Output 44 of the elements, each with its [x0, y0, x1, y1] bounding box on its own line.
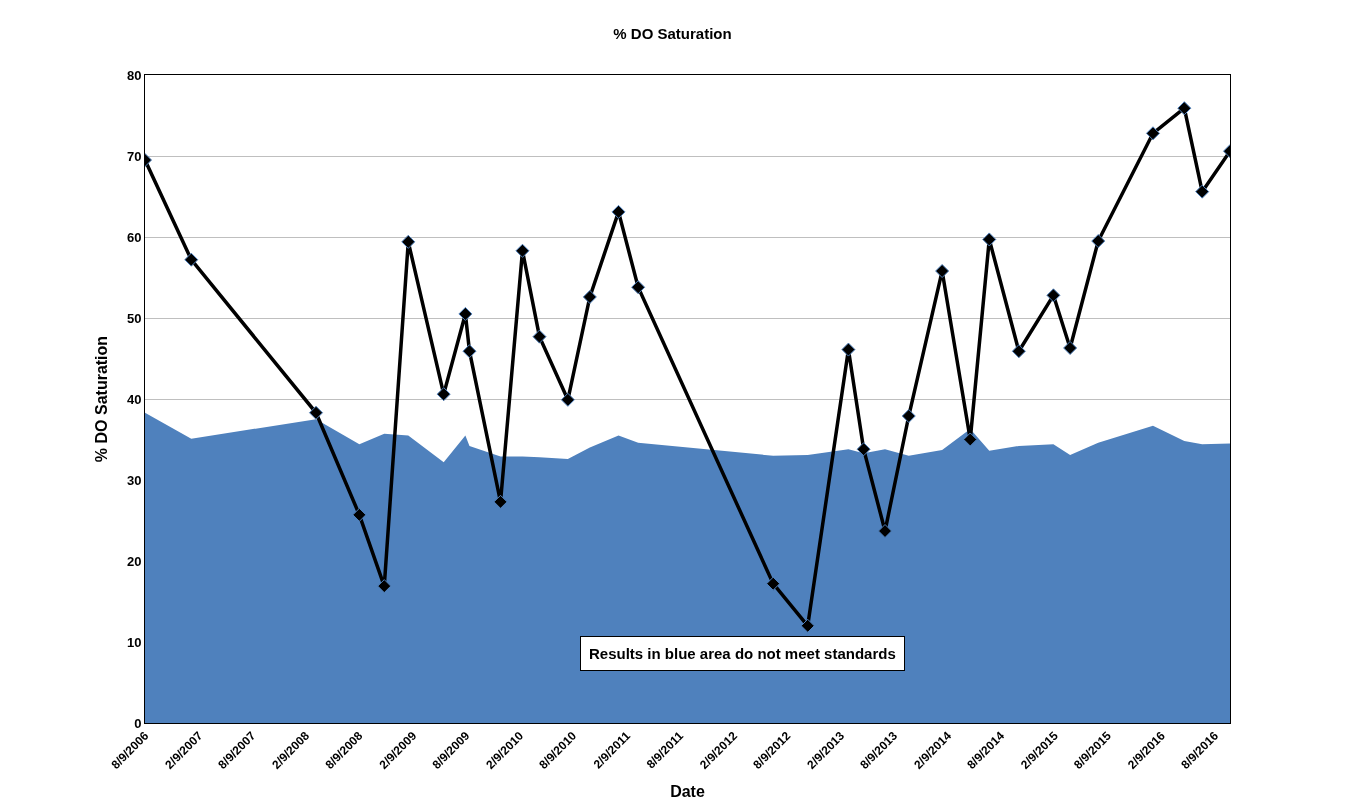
y-axis-title: % DO Saturation — [92, 335, 110, 463]
y-tick-label: 70 — [126, 148, 142, 164]
point — [878, 524, 893, 539]
x-axis-title: Date — [670, 783, 705, 801]
point — [841, 342, 856, 357]
point — [901, 409, 916, 424]
y-tick-label: 0 — [134, 715, 142, 731]
point — [462, 344, 477, 359]
point — [766, 576, 781, 591]
point — [935, 264, 950, 279]
point — [1195, 184, 1210, 199]
y-tick-label: 80 — [126, 67, 142, 83]
point — [309, 405, 324, 420]
point — [1063, 340, 1078, 355]
y-tick-label: 40 — [126, 391, 142, 407]
y-tick-label: 60 — [126, 229, 142, 245]
y-tick-label: 20 — [126, 553, 142, 569]
point — [982, 232, 997, 247]
point — [377, 579, 392, 594]
point — [963, 432, 978, 447]
y-tick-label: 10 — [126, 634, 142, 650]
point — [1145, 126, 1160, 141]
point — [1011, 344, 1026, 359]
point — [611, 204, 626, 219]
y-tick-label: 50 — [126, 310, 142, 326]
annotation: Results in blue area do not meet standards — [589, 645, 896, 662]
point — [856, 442, 871, 457]
point — [631, 280, 646, 295]
point — [1091, 234, 1106, 249]
point — [800, 618, 815, 633]
point — [352, 507, 367, 522]
point — [582, 289, 597, 304]
chart-title: % DO Saturation — [613, 24, 732, 42]
point — [493, 494, 508, 509]
point — [401, 234, 416, 249]
point — [436, 387, 451, 402]
point — [458, 306, 473, 321]
point — [184, 252, 199, 267]
point — [1046, 288, 1061, 303]
point — [560, 392, 575, 407]
y-tick-label: 30 — [126, 472, 142, 488]
point — [1177, 101, 1192, 116]
point — [515, 243, 530, 258]
point — [532, 329, 547, 344]
